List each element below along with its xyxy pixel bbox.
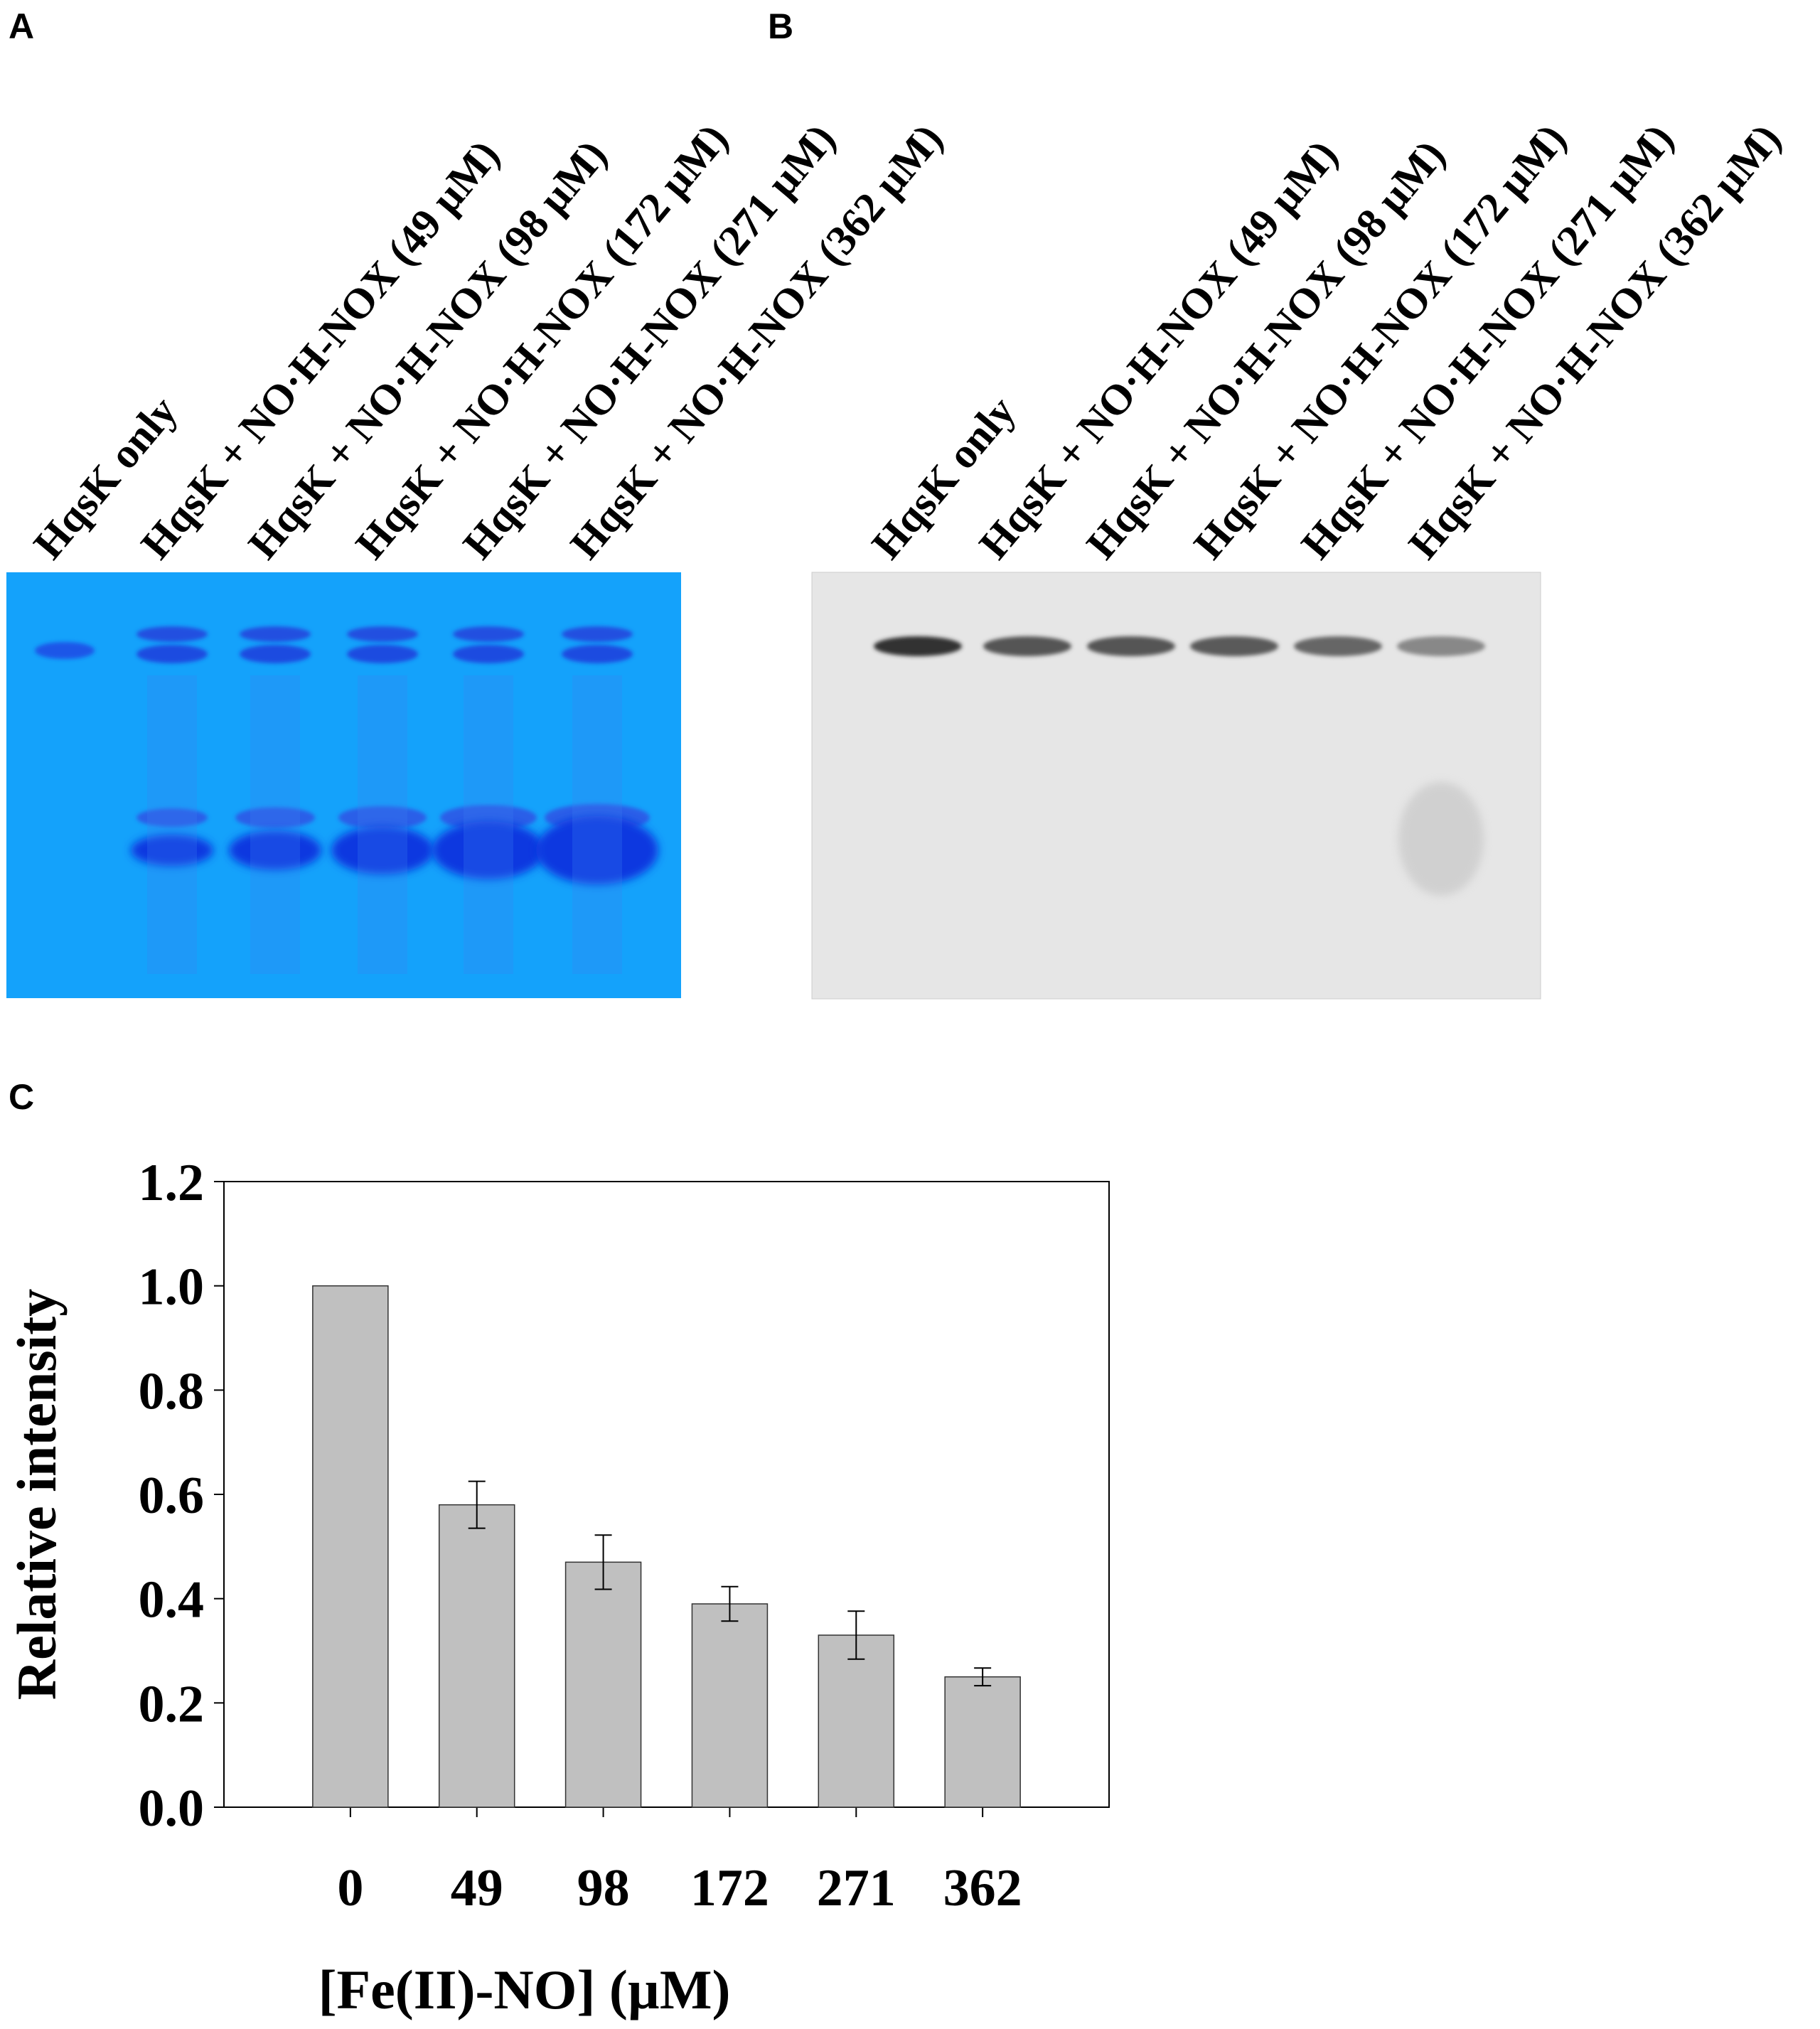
- error-bar: [847, 1610, 865, 1660]
- band: [874, 636, 962, 656]
- band: [136, 808, 208, 827]
- panel-label: A: [9, 6, 34, 46]
- y-tick-label: 0.0: [139, 1779, 205, 1838]
- smear: [358, 675, 407, 974]
- y-tick-label: 0.6: [139, 1467, 205, 1525]
- smear: [572, 675, 622, 974]
- smear: [250, 675, 300, 974]
- smear: [1398, 782, 1484, 896]
- bar: [691, 1603, 769, 1808]
- band: [131, 835, 213, 866]
- band: [562, 626, 633, 642]
- y-tick-label: 1.2: [139, 1154, 205, 1212]
- bar: [312, 1285, 389, 1808]
- band: [562, 645, 633, 663]
- band: [1294, 636, 1382, 656]
- error-bar: [594, 1534, 612, 1590]
- x-tick-label: 0: [337, 1859, 363, 1917]
- band: [240, 645, 311, 663]
- band: [347, 626, 418, 642]
- y-tick-label: 0.2: [139, 1675, 205, 1733]
- band: [536, 815, 658, 885]
- smear: [147, 675, 197, 974]
- x-tick-label: 172: [690, 1859, 769, 1917]
- band: [1190, 636, 1278, 656]
- band: [453, 645, 524, 663]
- y-tick-label: 0.8: [139, 1362, 205, 1420]
- band: [453, 626, 524, 642]
- band: [229, 830, 321, 870]
- y-tick-label: 0.4: [139, 1571, 205, 1629]
- panel-label: C: [9, 1077, 34, 1117]
- bar: [944, 1676, 1021, 1808]
- bands: [35, 626, 1485, 974]
- x-tick-label: 271: [817, 1859, 896, 1917]
- band: [136, 645, 208, 663]
- band: [235, 807, 315, 828]
- band: [347, 645, 418, 663]
- y-tick-label: 1.0: [139, 1258, 205, 1317]
- band: [983, 636, 1071, 656]
- y-axis-title: Relative intensity: [6, 1289, 68, 1700]
- error-bar: [721, 1585, 739, 1622]
- band: [338, 805, 427, 830]
- error-bar: [468, 1480, 486, 1529]
- gel-a: [6, 572, 681, 998]
- chart: 0.0 0.2 0.4 0.6 0.8 1.0 1.2 0 49 98 172 271 362 [Fe(I…: [6, 1154, 1110, 2020]
- x-tick-label: 362: [943, 1859, 1022, 1917]
- error-bar: [974, 1667, 992, 1687]
- smear: [464, 675, 513, 974]
- panel-label: B: [768, 6, 793, 46]
- bar: [438, 1504, 515, 1808]
- x-tick-label: 49: [451, 1859, 503, 1917]
- band: [1087, 636, 1175, 656]
- band: [432, 821, 545, 879]
- band: [440, 805, 537, 830]
- bar: [818, 1634, 895, 1808]
- x-tick-label: 98: [577, 1859, 630, 1917]
- band: [35, 642, 95, 659]
- bar: [564, 1561, 642, 1808]
- x-axis-title: [Fe(II)-NO] (µM): [318, 1959, 731, 2020]
- band: [331, 826, 434, 874]
- band: [136, 626, 208, 642]
- band: [1397, 636, 1485, 656]
- band: [240, 626, 311, 642]
